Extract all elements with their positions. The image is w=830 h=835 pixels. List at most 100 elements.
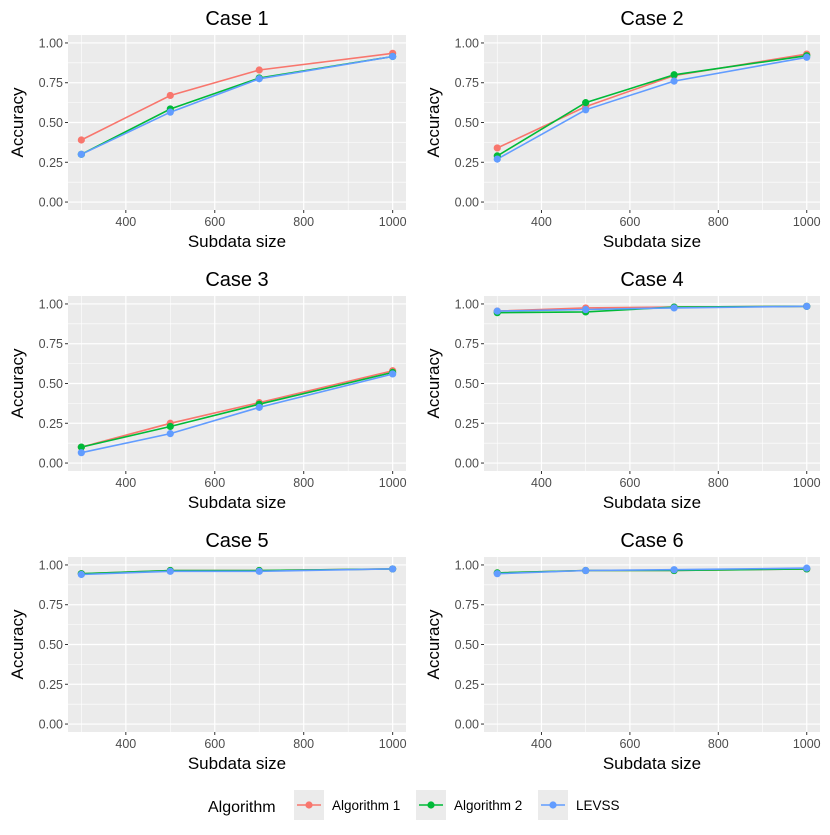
panel-4: Case 4 0.00 0.25 0.50 0.75 1.00 400 600 800 1000 S…: [424, 269, 821, 512]
x-tick-label: 1000: [379, 476, 407, 490]
y-tick-label: 0.50: [455, 116, 479, 130]
x-tick-label: 400: [115, 215, 136, 229]
series-line: [81, 568, 393, 576]
legend-key-point: [427, 801, 435, 809]
y-tick-label: 0.50: [39, 116, 63, 130]
x-tick-label: 600: [204, 737, 225, 751]
y-tick-label: 0.25: [455, 678, 479, 692]
data-point: [77, 449, 85, 457]
x-tick-label: 600: [619, 476, 640, 490]
legend-label: Algorithm 2: [454, 798, 522, 813]
y-tick-label: 1.00: [455, 558, 479, 572]
data-point: [255, 66, 263, 74]
data-point: [493, 307, 501, 315]
panel-title: Case 5: [205, 530, 268, 552]
series-line: [81, 371, 393, 448]
data-point: [389, 565, 397, 573]
panel-3: Case 3 0.00 0.25 0.50 0.75 1.00 400 600 800 1000 S…: [8, 269, 407, 512]
data-point: [77, 443, 85, 451]
y-tick-label: 1.00: [455, 297, 479, 311]
data-point: [803, 302, 811, 310]
x-tick-label: 800: [293, 737, 314, 751]
data-point: [77, 570, 85, 579]
panel-title: Case 2: [620, 8, 683, 30]
data-point: [803, 564, 811, 572]
x-tick-label: 600: [204, 215, 225, 229]
x-tick-label: 800: [708, 215, 729, 229]
legend: Algorithm Algorithm 1 Algorithm 2 LEVSS: [208, 790, 620, 820]
y-axis-title: Accuracy: [424, 609, 443, 679]
series-line: [496, 56, 807, 160]
y-axis-title: Accuracy: [424, 348, 443, 418]
y-tick-label: 0.75: [39, 337, 63, 351]
x-tick-label: 1000: [793, 737, 821, 751]
data-point: [166, 108, 174, 116]
legend-key-point: [305, 801, 313, 809]
panel-title: Case 4: [620, 269, 683, 291]
x-tick-label: 400: [531, 476, 552, 490]
legend-label: Algorithm 1: [332, 798, 400, 813]
panel-title: Case 1: [205, 8, 268, 30]
x-axis-title: Subdata size: [603, 754, 701, 773]
x-axis-title: Subdata size: [603, 493, 701, 512]
panel-title: Case 6: [620, 530, 683, 552]
data-point: [255, 75, 263, 83]
data-point: [77, 150, 85, 158]
x-tick-label: 600: [204, 476, 225, 490]
data-point: [389, 370, 397, 378]
data-point: [493, 155, 501, 163]
series-line: [80, 55, 393, 156]
y-tick-label: 0.00: [39, 457, 63, 471]
y-tick-label: 0.50: [39, 377, 63, 391]
y-tick-label: 1.00: [39, 558, 63, 572]
x-tick-label: 1000: [793, 476, 821, 490]
legend-key-point: [549, 801, 557, 809]
panel-6: Case 6 0.00 0.25 0.50 0.75 1.00 400 600 800 1000 S…: [424, 530, 821, 773]
x-tick-label: 800: [293, 215, 314, 229]
data-point: [77, 136, 85, 144]
legend-label: LEVSS: [576, 798, 620, 813]
y-tick-label: 0.75: [39, 76, 63, 90]
x-tick-label: 600: [619, 215, 640, 229]
data-point: [803, 53, 811, 61]
x-tick-label: 800: [708, 737, 729, 751]
y-tick-label: 0.25: [455, 417, 479, 431]
y-tick-label: 0.00: [455, 196, 479, 210]
legend-item[interactable]: LEVSS: [538, 790, 620, 820]
x-tick-label: 1000: [793, 215, 821, 229]
x-tick-label: 1000: [379, 737, 407, 751]
x-tick-label: 1000: [379, 215, 407, 229]
x-tick-label: 800: [708, 476, 729, 490]
data-point: [670, 71, 678, 79]
panel-2: Case 2 0.00 0.25 0.50 0.75 1.00 400 600 800 1000 S…: [424, 8, 821, 251]
y-tick-label: 0.75: [455, 76, 479, 90]
series-line: [497, 305, 807, 312]
y-axis-title: Accuracy: [8, 609, 27, 679]
data-point: [389, 52, 397, 61]
x-tick-label: 400: [531, 215, 552, 229]
data-point: [582, 106, 590, 114]
data-point: [166, 430, 174, 438]
data-point: [582, 566, 590, 575]
x-tick-label: 400: [115, 737, 136, 751]
data-point: [166, 422, 174, 431]
panel-1: Case 1 0.00 0.25 0.50 0.75 1.00 400 600 800 1000 S…: [8, 8, 407, 251]
y-tick-label: 1.00: [39, 36, 63, 50]
y-tick-label: 0.75: [39, 598, 63, 612]
y-tick-label: 0.75: [455, 598, 479, 612]
y-tick-label: 0.00: [39, 718, 63, 732]
y-tick-label: 0.50: [455, 638, 479, 652]
data-point: [255, 567, 263, 575]
data-point: [166, 567, 174, 575]
panel-5: Case 5 0.00 0.25 0.50 0.75 1.00 400 600 800 1000 S…: [8, 530, 407, 773]
data-point: [255, 403, 263, 411]
data-point: [670, 304, 678, 312]
series-line: [81, 370, 393, 448]
series-line: [80, 52, 393, 141]
data-point: [670, 566, 678, 574]
legend-item[interactable]: Algorithm 1: [294, 790, 400, 820]
legend-item[interactable]: Algorithm 2: [416, 790, 522, 820]
y-tick-label: 1.00: [455, 36, 479, 50]
y-axis-title: Accuracy: [8, 87, 27, 157]
